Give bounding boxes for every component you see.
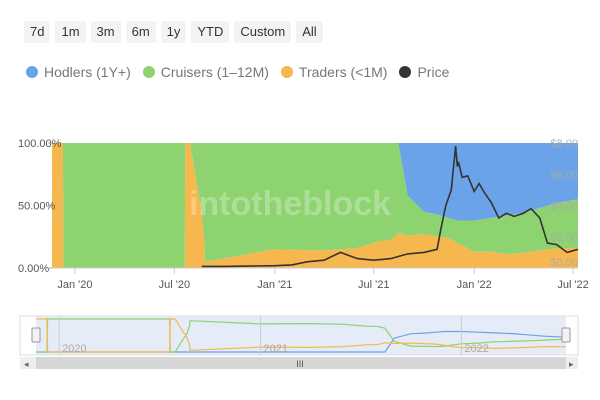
- scroll-right-arrow: ▸: [569, 359, 574, 369]
- navigator-handle-left: [31, 327, 41, 343]
- y-right-tick: $0.00: [550, 257, 578, 269]
- scrollbar-thumb: [36, 357, 566, 369]
- legend-item-hodlers[interactable]: Hodlers (1Y+): [26, 64, 131, 80]
- price-swatch: [399, 66, 412, 78]
- navigator-handle-right: [561, 327, 571, 343]
- legend-item-price[interactable]: Price: [399, 64, 449, 80]
- y-right-tick: $8.00: [550, 138, 578, 150]
- range-button-all[interactable]: All: [296, 21, 323, 43]
- navigator-line-cruisers: [36, 318, 567, 353]
- range-button-custom[interactable]: Custom: [234, 21, 292, 43]
- price-line: [201, 146, 579, 268]
- watermark: intotheblock: [189, 185, 391, 223]
- navigator-line-traders: [36, 318, 566, 353]
- range-button-7d[interactable]: 7d: [24, 21, 51, 43]
- y-right-tick: $6.00: [550, 169, 578, 181]
- navigator-year-label: 2022: [464, 343, 488, 355]
- x-tick-label: Jul '21: [358, 279, 389, 291]
- y-left-tick: 50.00%: [18, 201, 56, 213]
- range-button-6m[interactable]: 6m: [125, 21, 156, 43]
- range-button-3m[interactable]: 3m: [90, 21, 121, 43]
- legend: Hodlers (1Y+) Cruisers (1–12M) Traders (…: [26, 64, 449, 80]
- y-right-tick: $4.00: [550, 201, 578, 213]
- y-right-tick: $2.00: [550, 232, 578, 244]
- legend-label-hodlers: Hodlers (1Y+): [44, 64, 131, 80]
- area-traders: [52, 143, 578, 268]
- x-tick-label: Jan '21: [257, 279, 292, 291]
- legend-label-price: Price: [417, 64, 450, 80]
- x-tick-label: Jul '20: [159, 279, 190, 291]
- legend-item-cruisers[interactable]: Cruisers (1–12M): [142, 64, 269, 80]
- x-tick-label: Jan '22: [457, 279, 492, 291]
- cruisers-swatch: [142, 66, 155, 78]
- area-cruisers: [52, 143, 578, 268]
- x-tick-label: Jul '22: [557, 279, 588, 291]
- navigator-year-label: 2021: [264, 343, 288, 355]
- chart-svg: intotheblock 0.00% 50.00% 100.00% $0.00 $2.00…: [18, 138, 589, 369]
- x-tick-label: Jan '20: [57, 279, 92, 291]
- scroll-left-arrow: ◂: [24, 359, 29, 369]
- legend-label-traders: Traders (<1M): [298, 64, 388, 80]
- range-button-ytd[interactable]: YTD: [191, 21, 230, 43]
- range-selector: 7d 1m 3m 6m 1y YTD Custom All: [24, 21, 323, 43]
- y-left-tick: 100.00%: [18, 138, 62, 150]
- legend-item-traders[interactable]: Traders (<1M): [280, 64, 388, 80]
- scrollbar-grip: III: [296, 359, 304, 369]
- legend-label-cruisers: Cruisers (1–12M): [160, 64, 269, 80]
- navigator-year-label: 2020: [62, 343, 86, 355]
- range-button-1y[interactable]: 1y: [160, 21, 187, 43]
- navigator-selection: [36, 316, 566, 355]
- traders-swatch: [280, 66, 293, 78]
- y-left-tick: 0.00%: [18, 263, 49, 275]
- range-button-1m[interactable]: 1m: [55, 21, 86, 43]
- hodlers-swatch: [26, 66, 38, 78]
